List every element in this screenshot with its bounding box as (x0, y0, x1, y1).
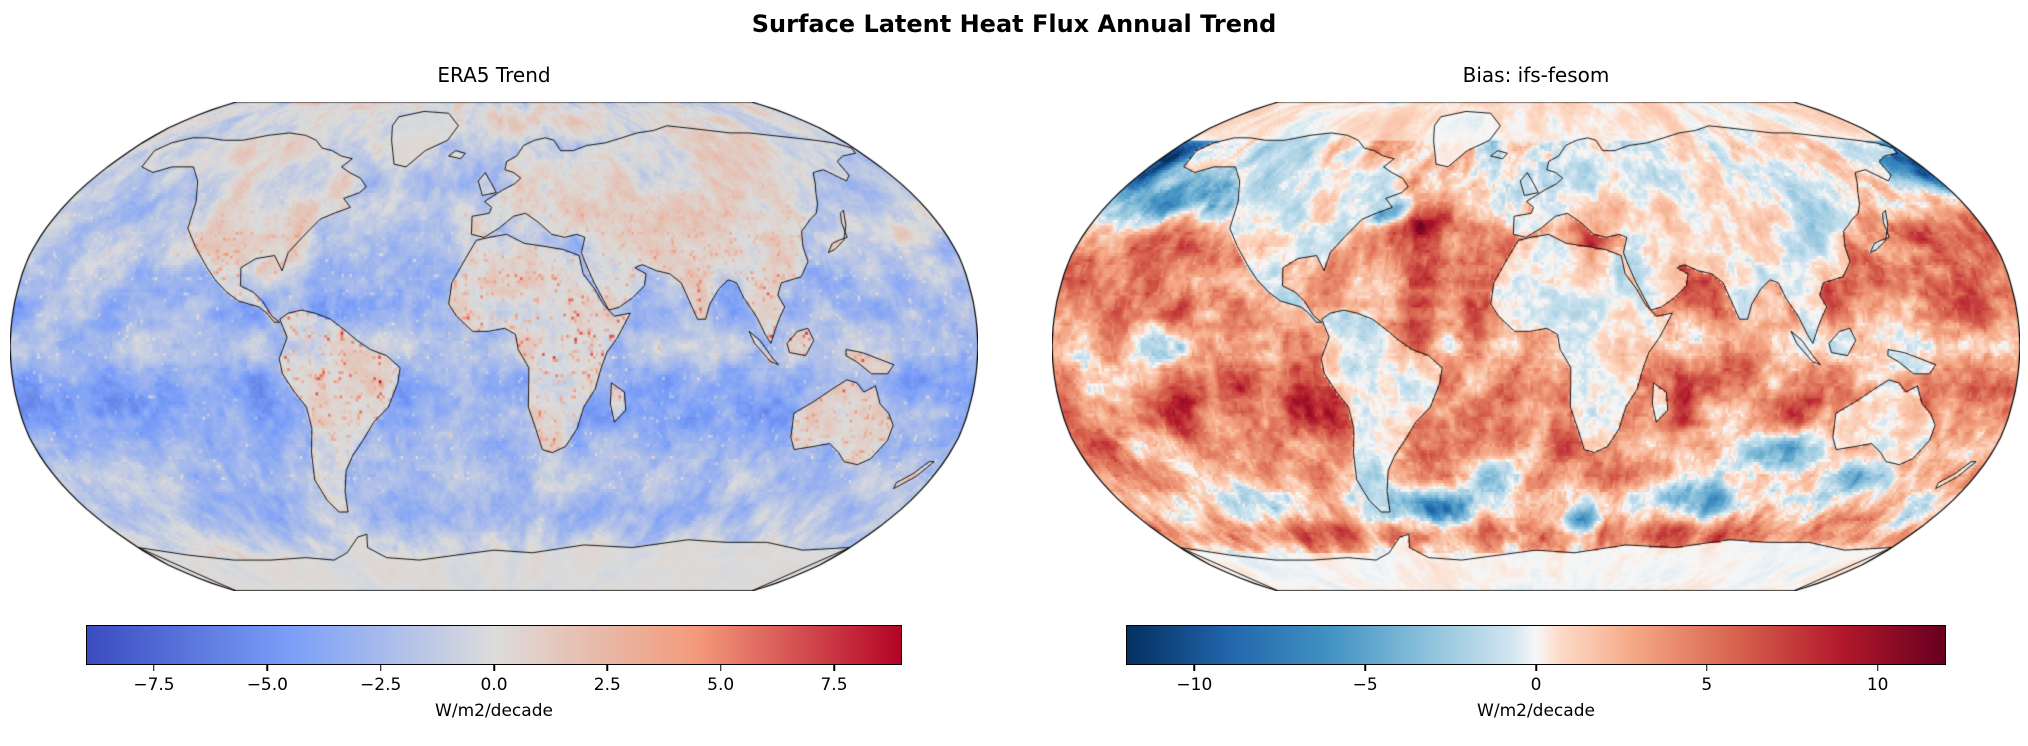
colorbar-tick-label: −2.5 (360, 675, 402, 695)
colorbar-tick (153, 665, 155, 671)
colorbar-gradient-bias (1127, 626, 1945, 664)
colorbar-tick-label: −10 (1176, 675, 1213, 695)
colorbar-tick (266, 665, 269, 671)
panel-title-bias: Bias: ifs-fesom (1462, 63, 1610, 87)
colorbar-tick-label: 2.5 (593, 675, 621, 695)
colorbar-frame-bias (1126, 625, 1946, 665)
colorbar-era5: −7.5 −5.0 −2.5 0.0 2.5 5.0 7.5 W/m2/decade (86, 625, 902, 721)
colorbar-frame-era5 (86, 625, 902, 665)
world-map-era5-trend (10, 102, 978, 591)
colorbar-tick (719, 665, 722, 671)
colorbar-gradient-era5 (87, 626, 901, 664)
panel-bias-ifs-fesom: Bias: ifs-fesom −10 −5 0 5 10 W/m2/decade (1052, 62, 2020, 721)
colorbar-tick-label: 0.0 (480, 675, 508, 695)
colorbar-tick-label: 5 (1701, 675, 1713, 695)
colorbar-tick (1364, 665, 1366, 671)
panel-title-era5: ERA5 Trend (437, 63, 551, 87)
colorbar-tick (493, 665, 495, 671)
colorbar-tick-label: −5.0 (246, 675, 288, 695)
colorbar-unit-label-era5: W/m2/decade (435, 701, 553, 721)
colorbar-tick-label: −7.5 (133, 675, 175, 695)
colorbar-tick-label: 0 (1530, 675, 1542, 695)
colorbar-unit-label-bias: W/m2/decade (1477, 701, 1595, 721)
colorbar-tick (1876, 665, 1879, 671)
colorbar-tick (379, 665, 382, 671)
colorbar-tick (1706, 665, 1708, 671)
colorbar-tick-label: −5 (1352, 675, 1378, 695)
figure-title: Surface Latent Heat Flux Annual Trend (751, 10, 1277, 38)
colorbar-tick (1535, 665, 1537, 671)
colorbar-tick (606, 665, 609, 671)
colorbar-tick-label: 10 (1866, 675, 1889, 695)
colorbar-tick-label: 7.5 (820, 675, 848, 695)
colorbar-tick-label: 5.0 (707, 675, 735, 695)
colorbar-tick (1193, 665, 1196, 671)
colorbar-tick (833, 665, 835, 671)
colorbar-bias: −10 −5 0 5 10 W/m2/decade (1126, 625, 1946, 721)
world-map-bias-ifs-fesom (1052, 102, 2020, 591)
panel-era5-trend: ERA5 Trend −7.5 −5.0 −2.5 0.0 2.5 5.0 7.5 W/m2… (10, 62, 978, 721)
